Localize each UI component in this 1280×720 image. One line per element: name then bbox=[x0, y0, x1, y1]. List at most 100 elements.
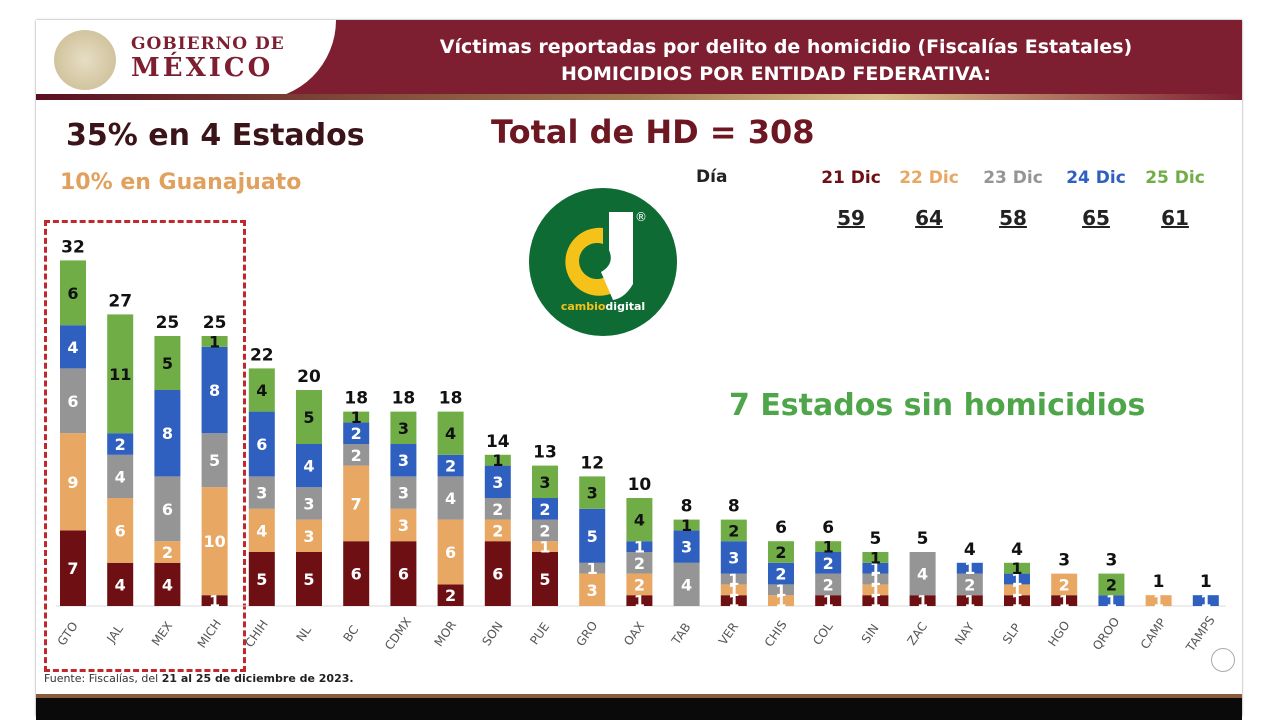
bar-segment-pue-0 bbox=[532, 552, 558, 606]
segment-label: 1 bbox=[351, 408, 362, 427]
segment-label: 6 bbox=[256, 435, 267, 454]
segment-label: 2 bbox=[1059, 575, 1070, 594]
segment-label: 1 bbox=[728, 581, 739, 600]
segment-label: 2 bbox=[492, 500, 503, 519]
segment-label: 1 bbox=[1200, 592, 1211, 611]
bar-segment-slp-4 bbox=[1004, 562, 1030, 574]
bar-segment-sin-2 bbox=[862, 573, 889, 585]
x-tick-label: PUE bbox=[527, 620, 552, 647]
segment-label: 2 bbox=[634, 575, 645, 594]
bar-total-label: 8 bbox=[728, 497, 740, 517]
segment-label: 4 bbox=[67, 338, 78, 357]
x-tick-label: BC bbox=[340, 623, 361, 644]
bar-segment-son-0 bbox=[484, 541, 511, 606]
seal-icon bbox=[1211, 648, 1235, 672]
segment-label: 6 bbox=[115, 521, 126, 540]
segment-label: 3 bbox=[587, 581, 598, 600]
bar-segment-gro-4 bbox=[579, 476, 606, 509]
segment-label: 2 bbox=[492, 521, 503, 540]
bar-segment-chih-1 bbox=[248, 508, 275, 552]
bar-total-label: 3 bbox=[1058, 551, 1070, 571]
segment-label: 1 bbox=[964, 559, 975, 578]
segment-label: 5 bbox=[539, 570, 550, 589]
x-tick-label: TAMPS bbox=[1183, 613, 1218, 654]
segment-label: 5 bbox=[587, 527, 598, 546]
bar-segment-mex-2 bbox=[154, 476, 181, 542]
bar-segment-sin-4 bbox=[862, 552, 889, 563]
segment-label: 2 bbox=[728, 521, 739, 540]
x-tick-label: GRO bbox=[573, 619, 600, 649]
bar-segment-gto-1 bbox=[60, 433, 86, 531]
no-homicides-note: 7 Estados sin homicidios bbox=[729, 388, 1146, 423]
bar-total-label: 8 bbox=[681, 497, 693, 517]
bar-segment-gto-4 bbox=[60, 260, 86, 326]
top-four-highlight-box bbox=[44, 220, 246, 672]
slide-title: Víctimas reportadas por delito de homici… bbox=[439, 36, 1133, 58]
segment-label: 1 bbox=[917, 592, 928, 611]
segment-label: 1 bbox=[870, 570, 881, 589]
segment-label: 1 bbox=[870, 592, 881, 611]
x-tick-label: MICH bbox=[195, 617, 224, 651]
segment-label: 3 bbox=[398, 451, 409, 470]
segment-label: 5 bbox=[303, 570, 314, 589]
x-tick-label: CHIS bbox=[762, 618, 790, 649]
bar-segment-chis-4 bbox=[768, 541, 794, 563]
segment-label: 1 bbox=[870, 559, 881, 578]
bar-segment-mich-4 bbox=[201, 336, 228, 347]
bar-segment-mor-3 bbox=[437, 454, 464, 477]
segment-label: 1 bbox=[1011, 559, 1022, 578]
cambiodigital-mark-icon bbox=[565, 212, 633, 300]
total-homicides: Total de HD = 308 bbox=[491, 113, 815, 151]
segment-label: 4 bbox=[445, 424, 456, 443]
bar-segment-qroo-3 bbox=[1098, 595, 1125, 606]
segment-label: 7 bbox=[351, 494, 362, 513]
segment-label: 4 bbox=[256, 381, 267, 400]
slide-subtitle: HOMICIDIOS POR ENTIDAD FEDERATIVA: bbox=[560, 63, 992, 85]
segment-label: 2 bbox=[351, 446, 362, 465]
segment-label: 1 bbox=[823, 538, 834, 557]
segment-label: 1 bbox=[870, 581, 881, 600]
bar-segment-mor-1 bbox=[437, 519, 464, 585]
bar-segment-oax-3 bbox=[626, 541, 653, 552]
bar-segment-chih-2 bbox=[248, 476, 275, 509]
x-tick-label: NL bbox=[293, 623, 314, 644]
segment-label: 1 bbox=[1106, 592, 1117, 611]
day-total-23: 58 bbox=[999, 206, 1027, 230]
bar-segment-mich-3 bbox=[201, 346, 228, 434]
day-total-22: 64 bbox=[915, 206, 943, 230]
bar-segment-slp-1 bbox=[1004, 584, 1030, 596]
segment-label: 1 bbox=[775, 581, 786, 600]
bar-segment-mor-0 bbox=[437, 584, 464, 606]
x-tick-label: TAB bbox=[668, 620, 693, 648]
bar-segment-bc-4 bbox=[343, 411, 370, 423]
bar-segment-jal-4 bbox=[107, 314, 134, 434]
bar-segment-nl-2 bbox=[296, 487, 322, 520]
bar-segment-tab-4 bbox=[673, 519, 700, 531]
bar-segment-bc-1 bbox=[343, 465, 370, 542]
day-total-21: 59 bbox=[837, 206, 865, 230]
segment-label: 3 bbox=[303, 527, 314, 546]
bar-segment-ver-4 bbox=[720, 519, 747, 542]
bar-segment-cdmx-4 bbox=[390, 411, 417, 444]
x-tick-label: ZAC bbox=[905, 620, 931, 648]
x-tick-label: SIN bbox=[859, 621, 882, 646]
bar-total-label: 10 bbox=[628, 475, 652, 495]
segment-label: 2 bbox=[351, 424, 362, 443]
day-header-22: 22 Dic bbox=[899, 168, 959, 188]
bar-segment-tamps-3 bbox=[1192, 595, 1219, 606]
bar-segment-jal-1 bbox=[107, 498, 134, 563]
segment-label: 8 bbox=[209, 381, 220, 400]
bar-segment-nl-4 bbox=[296, 390, 322, 444]
bar-segment-son-4 bbox=[484, 454, 511, 466]
segment-label: 6 bbox=[398, 565, 409, 584]
bar-segment-oax-2 bbox=[626, 552, 653, 574]
segment-label: 11 bbox=[109, 365, 131, 384]
x-tick-label: MEX bbox=[149, 619, 175, 648]
segment-label: 6 bbox=[445, 543, 456, 562]
bar-segment-gro-1 bbox=[579, 573, 606, 606]
bar-segment-mor-4 bbox=[437, 411, 464, 455]
bar-segment-gto-3 bbox=[60, 325, 86, 369]
bar-segment-bc-2 bbox=[343, 444, 370, 466]
bar-segment-hgo-1 bbox=[1051, 573, 1078, 596]
bar-segment-jal-3 bbox=[107, 433, 134, 455]
